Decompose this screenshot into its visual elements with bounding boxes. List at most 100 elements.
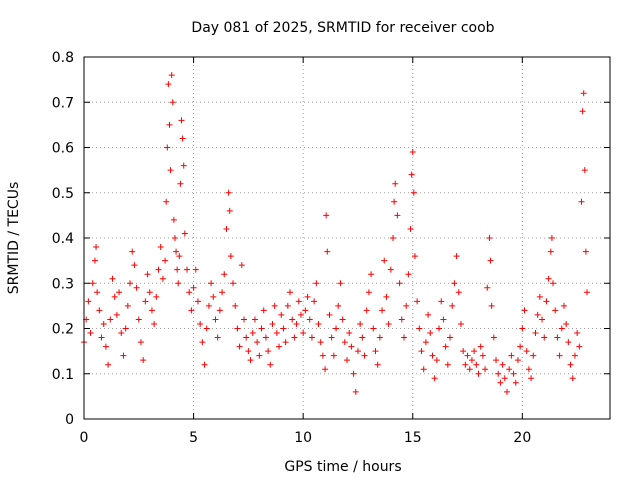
data-point	[317, 339, 324, 346]
data-point	[326, 311, 333, 318]
data-point	[344, 357, 350, 364]
data-point	[260, 307, 267, 314]
data-point	[208, 280, 215, 287]
data-point	[330, 352, 337, 359]
data-point	[254, 339, 261, 346]
data-point	[490, 334, 497, 341]
data-point	[315, 320, 322, 327]
data-point	[148, 307, 155, 314]
data-point	[212, 316, 219, 323]
data-point	[451, 280, 458, 287]
data-point	[341, 339, 348, 346]
data-point	[464, 352, 471, 359]
data-point	[560, 302, 567, 309]
data-point	[210, 293, 217, 300]
data-point	[352, 388, 359, 395]
data-point	[105, 361, 112, 368]
data-point	[429, 352, 436, 359]
data-point	[236, 343, 243, 350]
data-point	[219, 289, 226, 296]
data-point	[223, 225, 230, 232]
data-point	[176, 253, 183, 260]
data-point	[205, 302, 212, 309]
data-point	[444, 361, 451, 368]
data-point	[313, 280, 320, 287]
data-point	[379, 307, 386, 314]
data-point	[267, 361, 274, 368]
data-point	[363, 307, 370, 314]
data-point	[227, 253, 234, 260]
data-point	[85, 298, 92, 305]
y-tick-label: 0	[65, 412, 74, 428]
data-point	[144, 271, 151, 278]
data-point	[171, 235, 178, 241]
data-point	[289, 316, 296, 323]
data-point	[508, 352, 515, 359]
data-point	[512, 379, 519, 386]
data-point	[583, 289, 590, 296]
data-point	[179, 135, 186, 142]
x-tick-label: 20	[513, 430, 531, 446]
data-point	[94, 289, 101, 296]
data-point	[383, 293, 390, 300]
data-point	[96, 307, 103, 314]
x-axis-label: GPS time / hours	[284, 459, 401, 475]
data-point	[407, 225, 414, 232]
data-point	[180, 162, 187, 169]
data-point	[409, 149, 416, 156]
data-point	[273, 330, 280, 337]
data-point	[226, 207, 233, 214]
data-point	[129, 248, 136, 255]
data-point	[319, 352, 326, 359]
data-point	[484, 284, 491, 291]
data-point	[374, 361, 381, 368]
data-point	[425, 311, 432, 318]
data-point	[365, 289, 372, 296]
data-point	[230, 280, 237, 287]
data-point	[442, 343, 449, 350]
data-point	[547, 248, 554, 255]
data-point	[324, 248, 331, 255]
data-point	[203, 325, 210, 332]
data-point	[323, 212, 330, 219]
data-point	[300, 330, 307, 337]
data-point	[398, 316, 405, 323]
data-point	[232, 302, 239, 309]
data-point	[455, 289, 462, 296]
data-point	[411, 253, 418, 260]
data-point	[304, 293, 311, 300]
data-point	[135, 316, 142, 323]
data-point	[418, 348, 425, 355]
data-point	[168, 72, 175, 79]
data-point	[118, 330, 125, 337]
grid-lines	[84, 57, 610, 419]
data-point	[177, 180, 184, 187]
data-point	[536, 293, 543, 300]
data-point	[142, 298, 149, 305]
data-point	[460, 348, 467, 355]
data-point	[565, 339, 572, 346]
data-point	[416, 325, 423, 332]
data-point	[155, 266, 162, 273]
data-point	[486, 235, 493, 241]
data-point	[175, 280, 182, 287]
data-point	[414, 298, 421, 305]
data-point	[427, 330, 434, 337]
data-point	[558, 325, 565, 332]
data-point	[563, 320, 570, 327]
data-point	[545, 275, 552, 282]
data-point	[111, 293, 118, 300]
data-point	[582, 248, 589, 255]
data-point	[574, 330, 581, 337]
y-tick-label: 0.5	[52, 186, 74, 202]
data-point	[357, 320, 364, 327]
data-point	[519, 325, 526, 332]
data-point	[190, 284, 197, 291]
data-point	[495, 370, 502, 377]
data-point	[400, 334, 407, 341]
data-point	[169, 99, 176, 106]
data-point	[391, 198, 398, 205]
data-point	[354, 348, 361, 355]
data-point	[165, 81, 172, 88]
